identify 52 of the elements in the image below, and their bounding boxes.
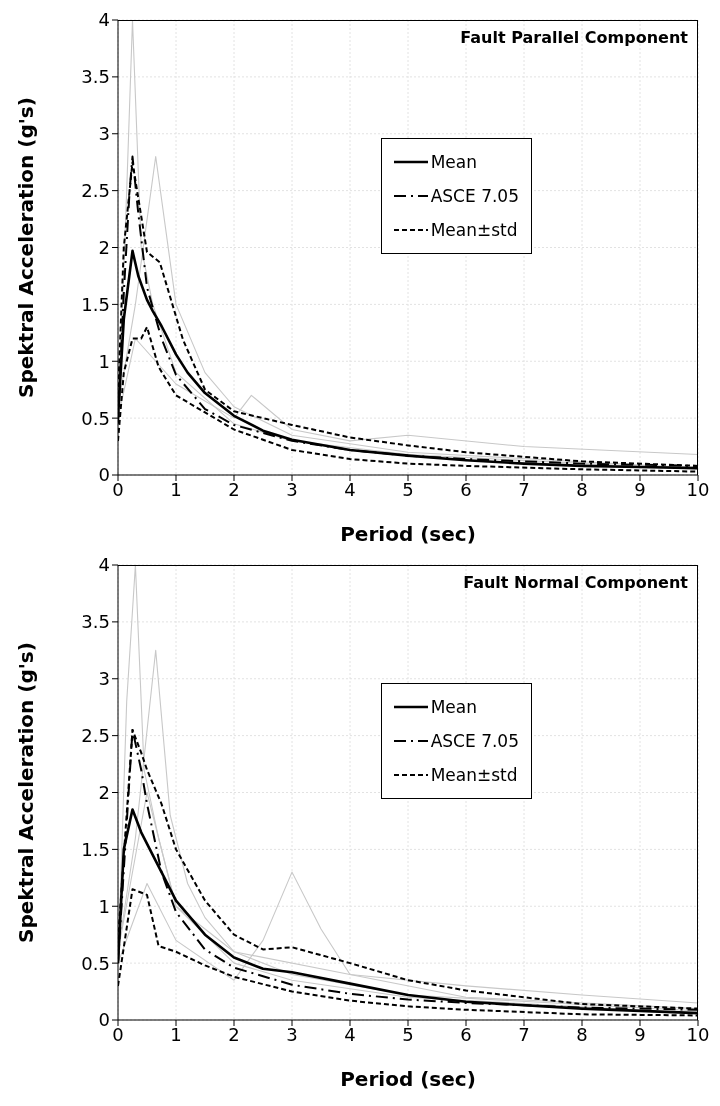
- y-tick-label: 0.5: [81, 407, 110, 429]
- x-tick-label: 0: [112, 1023, 124, 1045]
- y-tick-label: 0: [98, 464, 110, 486]
- text: Fault Normal Component: [463, 573, 688, 592]
- x-tick-label: 2: [228, 478, 240, 500]
- y-tick-label: 2.5: [81, 725, 110, 747]
- y-tick-label: 2: [98, 236, 110, 258]
- y-tick-label: 1: [98, 350, 110, 372]
- y-tick-label: 0.5: [81, 952, 110, 974]
- y-tick-label: 4: [98, 554, 110, 576]
- y-tick-label: 3: [98, 123, 110, 145]
- legend-label: ASCE 7.05: [430, 186, 519, 206]
- x-tick-label: 1: [170, 478, 182, 500]
- x-tick-label: 5: [402, 1023, 414, 1045]
- y-tick-label: 3.5: [81, 611, 110, 633]
- x-tick-label: 3: [286, 1023, 298, 1045]
- y-tick-label: 3: [98, 668, 110, 690]
- x-tick-label: 7: [518, 478, 530, 500]
- legend-label: Mean±std: [430, 220, 518, 240]
- x-axis-title: Period (sec): [340, 1067, 476, 1091]
- x-tick-label: 9: [634, 1023, 646, 1045]
- legend-label: Mean: [430, 152, 478, 172]
- y-tick-label: 2.5: [81, 180, 110, 202]
- x-tick-label: 4: [344, 1023, 356, 1045]
- x-tick-label: 10: [686, 1023, 710, 1045]
- x-tick-label: 9: [634, 478, 646, 500]
- y-axis-title: Spektral Acceleration (g's): [14, 642, 39, 943]
- y-tick-label: 4: [98, 9, 110, 31]
- x-tick-label: 3: [286, 478, 298, 500]
- y-tick-label: 0: [98, 1009, 110, 1031]
- y-tick-label: 3.5: [81, 66, 110, 88]
- x-tick-label: 0: [112, 478, 124, 500]
- legend-label: ASCE 7.05: [430, 731, 519, 751]
- x-tick-label: 6: [460, 478, 472, 500]
- x-tick-label: 5: [402, 478, 414, 500]
- legend-label: Mean: [430, 697, 478, 717]
- y-tick-label: 2: [98, 781, 110, 803]
- x-tick-label: 7: [518, 1023, 530, 1045]
- legend-label: Mean±std: [430, 765, 518, 785]
- x-tick-label: 1: [170, 1023, 182, 1045]
- x-tick-label: 4: [344, 478, 356, 500]
- y-tick-label: 1: [98, 895, 110, 917]
- x-tick-label: 8: [576, 478, 588, 500]
- x-tick-label: 10: [686, 478, 710, 500]
- x-tick-label: 8: [576, 1023, 588, 1045]
- x-axis-title: Period (sec): [340, 522, 476, 546]
- y-tick-label: 1.5: [81, 293, 110, 315]
- text: Fault Parallel Component: [460, 28, 688, 47]
- x-tick-label: 2: [228, 1023, 240, 1045]
- x-tick-label: 6: [460, 1023, 472, 1045]
- y-axis-title: Spektral Acceleration (g's): [14, 97, 39, 398]
- y-tick-label: 1.5: [81, 838, 110, 860]
